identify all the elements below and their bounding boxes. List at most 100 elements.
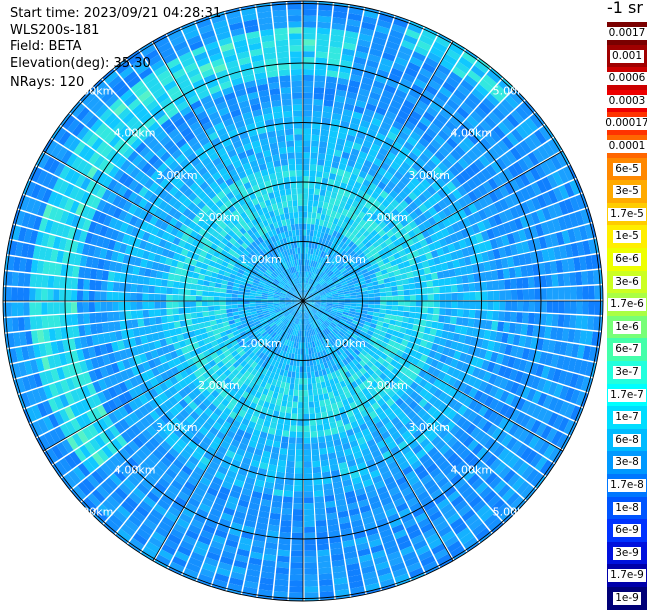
range-gate-cell (312, 383, 317, 389)
range-gate-cell (278, 544, 290, 551)
range-gate-cell (244, 295, 250, 298)
range-gate-cell (323, 483, 333, 490)
range-gate-cell (511, 290, 517, 300)
range-gate-cell (295, 461, 303, 467)
range-gate-cell (290, 574, 303, 580)
range-gate-cell (362, 301, 368, 304)
range-gate-cell (564, 315, 571, 328)
range-gate-cell (282, 430, 289, 437)
range-gate-cell (505, 301, 511, 311)
range-gate-cell (314, 87, 324, 94)
range-gate-cell (312, 123, 321, 130)
range-gate-cell (296, 450, 303, 456)
range-gate-cell (392, 296, 398, 301)
range-gate-cell (333, 299, 339, 301)
range-gate-cell (303, 372, 307, 378)
range-gate-cell (310, 224, 314, 230)
range-gate-cell (48, 276, 55, 288)
range-gate-cell (214, 301, 220, 305)
range-gate-cell (136, 293, 142, 301)
range-gate-cell (392, 301, 398, 305)
range-gate-cell (384, 282, 391, 287)
range-gate-cell (485, 271, 492, 281)
range-gate-cell (160, 302, 166, 309)
range-gate-cell (303, 164, 309, 170)
range-gate-cell (83, 291, 89, 301)
range-gate-cell (433, 287, 439, 294)
range-gate-cell (323, 393, 329, 400)
range-gate-cell (155, 317, 162, 325)
range-gate-cell (220, 309, 226, 314)
range-gate-cell (594, 285, 600, 299)
range-gate-cell (395, 275, 402, 281)
range-gate-cell (113, 302, 119, 311)
range-gate-cell (119, 302, 125, 311)
range-gate-cell (318, 567, 331, 574)
range-gate-cell (315, 502, 325, 509)
range-gate-cell (30, 316, 37, 329)
range-gate-cell (588, 301, 594, 315)
range-gate-cell (102, 323, 109, 333)
range-gate-cell (277, 393, 283, 400)
range-gate-cell (303, 140, 311, 146)
range-gate-cell (95, 302, 101, 312)
range-gate-cell (292, 539, 303, 545)
range-gate-cell (317, 159, 324, 166)
range-gate-cell (102, 270, 109, 280)
range-gate-cell (303, 111, 312, 117)
range-gate-cell (303, 146, 310, 152)
range-gate-cell (107, 312, 114, 322)
range-gate-cell (131, 284, 138, 292)
range-gate-cell (440, 301, 446, 308)
range-gate-cell (107, 282, 114, 292)
range-gate-cell (404, 306, 410, 311)
range-gate-cell (238, 304, 244, 307)
range-gate-cell (313, 200, 318, 207)
range-gate-cell (303, 236, 306, 242)
range-gate-cell (160, 294, 166, 301)
range-gate-cell (125, 293, 131, 301)
range-gate-cell (314, 189, 320, 196)
range-gate-cell (304, 455, 312, 461)
range-gate-cell (312, 449, 320, 456)
range-gate-cell (304, 408, 309, 414)
range-gate-cell (244, 292, 250, 295)
range-gate-cell (214, 292, 220, 297)
range-gate-cell (89, 280, 96, 290)
range-gate-cell (292, 366, 296, 372)
range-gate-cell (289, 592, 303, 598)
range-gate-cell (274, 585, 288, 592)
range-gate-cell (307, 366, 311, 372)
range-gate-cell (310, 366, 314, 372)
range-gate-cell (303, 105, 312, 111)
range-gate-cell (345, 299, 351, 301)
range-gate-cell (303, 93, 313, 99)
range-gate-cell (305, 342, 308, 348)
range-gate-cell (292, 402, 297, 408)
range-gate-cell (278, 460, 286, 467)
range-gate-cell (445, 285, 451, 292)
range-gate-cell (286, 461, 294, 468)
range-gate-cell (54, 315, 61, 327)
range-gate-cell (326, 404, 332, 411)
range-gate-cell (190, 296, 196, 301)
range-gate-cell (428, 301, 434, 307)
range-gate-cell (321, 466, 330, 473)
range-gate-cell (244, 298, 250, 301)
range-gate-cell (499, 290, 505, 300)
range-gate-cell (324, 196, 330, 203)
range-gate-cell (168, 273, 175, 280)
range-gate-cell (368, 294, 374, 298)
range-gate-cell (280, 526, 291, 533)
range-gate-cell (289, 431, 296, 437)
range-gate-cell (316, 382, 321, 389)
range-gate-cell (320, 406, 326, 413)
range-gate-cell (475, 301, 481, 309)
range-gate-cell (316, 171, 323, 178)
range-gate-cell (529, 289, 535, 300)
range-gate-cell (582, 301, 588, 314)
range-gate-cell (304, 438, 311, 444)
range-gate-cell (304, 491, 313, 497)
range-gate-cell (310, 425, 316, 431)
range-gate-cell (290, 568, 303, 574)
